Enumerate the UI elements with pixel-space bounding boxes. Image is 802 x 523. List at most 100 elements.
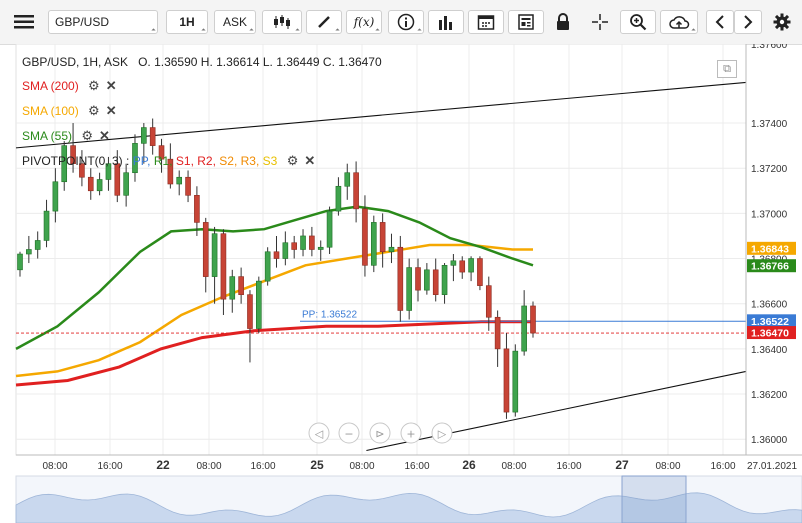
trendline	[366, 370, 747, 452]
candle-down	[79, 163, 85, 178]
volume-button[interactable]	[428, 10, 464, 34]
candle-up	[388, 246, 395, 253]
zoom-controls[interactable]: ◁ − ⊳ + ▷	[308, 422, 453, 444]
price-chart[interactable]: PP: 1.36522 1.37600 1.37400 1.37200 1.37000…	[0, 44, 802, 523]
candle-down	[485, 285, 492, 318]
price-tag	[747, 259, 796, 273]
gear-icon	[773, 13, 791, 31]
sma100-label: SMA (100)	[22, 104, 79, 118]
zoom-out-icon[interactable]	[338, 422, 360, 444]
time-axis[interactable]: 08:00 16:00 22 08:00 16:00 25 08:00 16:00 26 08:0…	[16, 454, 802, 472]
crosshair-button[interactable]	[584, 10, 616, 34]
x-tick-label: 16:00	[710, 461, 735, 472]
expand-chart-button[interactable]: ⧉	[717, 60, 737, 78]
candle-down	[494, 316, 501, 350]
candle-up	[43, 210, 50, 241]
y-tick-label: 1.37400	[751, 119, 788, 130]
price-tag-label: 1.36766	[751, 261, 789, 273]
candle-up	[176, 176, 183, 185]
gear-icon[interactable]: ⚙	[81, 128, 94, 143]
gear-icon[interactable]: ⚙	[286, 153, 299, 168]
candle-up	[300, 235, 306, 250]
candle-down	[70, 145, 76, 164]
candle-down	[202, 222, 209, 277]
candle-down	[362, 208, 368, 266]
candle-down	[353, 172, 359, 210]
gear-icon[interactable]: ⚙	[88, 78, 100, 93]
candle-down	[309, 235, 315, 250]
candle-down	[432, 269, 439, 295]
ohlc-high: H. 1.36614	[200, 55, 260, 69]
calendar-icon	[477, 15, 495, 30]
hamburger-icon	[14, 15, 34, 29]
reset-zoom-icon-glyph: ⊳	[375, 428, 384, 441]
cloud-button[interactable]	[660, 10, 698, 34]
pivot-sep: :	[126, 154, 130, 168]
candle-up	[26, 249, 32, 255]
indicator-sma55[interactable]: SMA (55) ⚙ ✕	[22, 128, 110, 144]
symbol-label: GBP/USD	[55, 15, 110, 29]
ohlc-open: O. 1.36590	[138, 55, 198, 69]
news-button[interactable]	[508, 10, 544, 34]
price-tag-label: 1.36843	[751, 243, 789, 255]
zoom-button[interactable]	[620, 10, 656, 34]
settings-button[interactable]	[768, 10, 796, 34]
symbol-select[interactable]: GBP/USD	[48, 10, 158, 34]
crosshair-icon	[592, 14, 608, 30]
y-tick-label: 1.37600	[751, 44, 788, 51]
lock-icon	[557, 13, 569, 30]
close-icon[interactable]: ✕	[99, 128, 110, 143]
price-tag	[747, 314, 796, 328]
pivot-s1: S1,	[175, 154, 194, 168]
candle-down	[220, 233, 227, 300]
draw-tool-button[interactable]	[306, 10, 342, 34]
chevron-left-icon	[715, 15, 724, 29]
calendar-button[interactable]	[468, 10, 504, 34]
timeframe-select[interactable]: 1H	[166, 10, 208, 34]
candle-up	[96, 179, 103, 192]
x-major-tick-label: 22	[156, 458, 170, 472]
reset-zoom-icon[interactable]	[369, 422, 391, 444]
candle-up	[441, 265, 448, 295]
candle-up	[123, 172, 129, 196]
price-type-label: ASK	[222, 15, 247, 29]
bar-chart-icon	[439, 16, 452, 30]
ohlc-legend: GBP/USD, 1H, ASK O. 1.36590 H. 1.36614 L…	[22, 55, 382, 69]
candle-down	[397, 246, 404, 311]
indicators-button[interactable]: f(x)	[346, 10, 382, 34]
y-tick-label: 1.36000	[751, 435, 788, 446]
candle-down	[459, 260, 466, 273]
candle-down	[503, 348, 510, 413]
fx-icon: f(x)	[353, 15, 375, 29]
x-major-tick-label: 27	[615, 458, 629, 472]
close-icon[interactable]: ✕	[105, 103, 117, 118]
chart-type-button[interactable]	[262, 10, 302, 34]
candle-up	[317, 246, 324, 250]
info-button[interactable]	[388, 10, 424, 34]
y-tick-label: 1.37000	[751, 209, 788, 220]
navigator[interactable]	[15, 475, 802, 523]
pivot-r1: R1,	[153, 154, 173, 168]
candles-icon	[274, 15, 290, 29]
indicator-sma200[interactable]: SMA (200) ⚙ ✕	[22, 78, 117, 94]
close-icon[interactable]: ✕	[105, 78, 117, 93]
zoom-in-icon[interactable]	[400, 422, 422, 444]
x-major-tick-label: 25	[310, 458, 324, 472]
indicator-pivot[interactable]: PIVOTPOINT(0, 3) : PP, R1, S1, R2, S2, R…	[22, 153, 315, 169]
scroll-back-icon[interactable]	[308, 422, 330, 444]
sma100-line	[15, 243, 533, 378]
price-type-select[interactable]: ASK	[214, 10, 256, 34]
close-icon[interactable]: ✕	[304, 153, 316, 168]
candle-up	[229, 276, 236, 300]
navigator-window	[621, 475, 687, 523]
lock-button[interactable]	[548, 10, 578, 34]
scroll-left-button[interactable]	[706, 10, 734, 34]
scroll-forward-icon[interactable]	[431, 422, 453, 444]
candle-down	[87, 176, 94, 192]
candle-up	[468, 258, 474, 273]
ohlc-symbol: GBP/USD, 1H, ASK	[22, 55, 129, 69]
gear-icon[interactable]: ⚙	[88, 103, 100, 118]
menu-button[interactable]	[14, 10, 46, 34]
scroll-right-button[interactable]	[734, 10, 762, 34]
indicator-sma100[interactable]: SMA (100) ⚙ ✕	[22, 103, 117, 119]
